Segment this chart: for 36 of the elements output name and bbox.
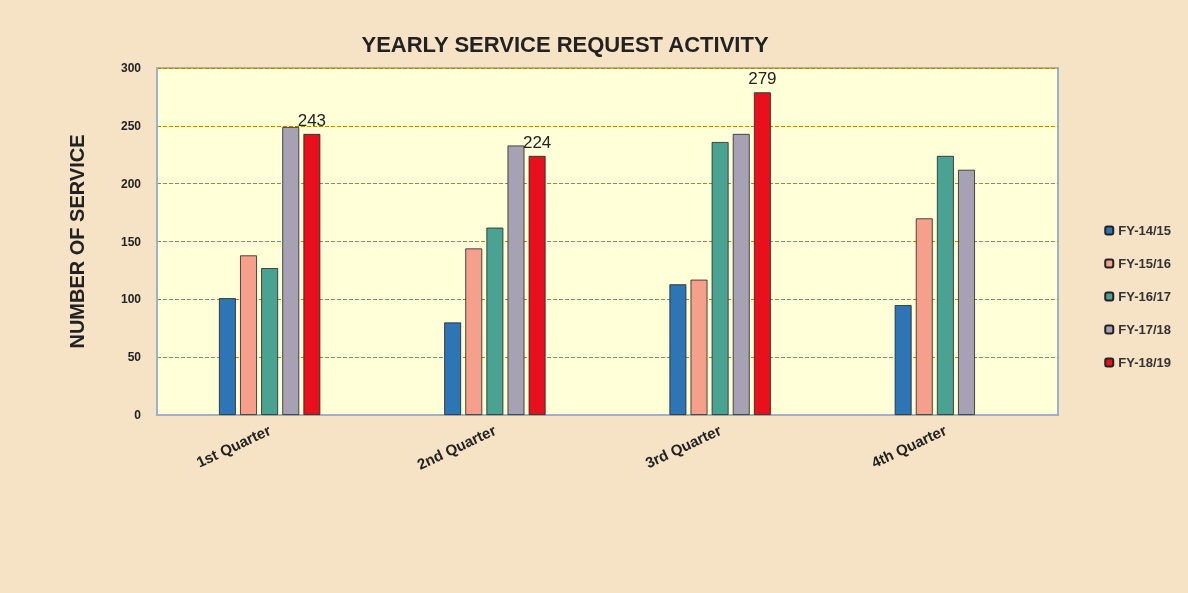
bar — [690, 279, 708, 415]
legend-label: FY-15/16 — [1118, 256, 1172, 271]
y-axis-title: NUMBER OF SERVICE — [66, 134, 88, 349]
bar — [894, 305, 912, 415]
bar — [486, 227, 504, 415]
bar — [261, 268, 279, 415]
legend-label: FY-17/18 — [1118, 322, 1172, 337]
y-tick-label: 0 — [134, 408, 142, 422]
bar — [753, 92, 771, 415]
y-tick-label: 100 — [120, 292, 142, 307]
y-tick-label: 300 — [120, 61, 142, 75]
bar — [958, 169, 975, 415]
chart-title: YEARLY SERVICE REQUEST ACTIVITY — [361, 31, 769, 57]
bar — [465, 248, 483, 415]
legend-label: FY-14/15 — [1118, 223, 1172, 238]
y-tick-label: 150 — [120, 234, 142, 249]
legend-label: FY-16/17 — [1118, 289, 1172, 304]
bar — [669, 284, 687, 415]
bar — [444, 322, 462, 415]
bar — [936, 155, 954, 415]
bar — [711, 142, 729, 415]
bar — [218, 298, 236, 415]
bar — [303, 133, 321, 415]
bar — [528, 155, 546, 415]
y-tick-label: 50 — [127, 350, 142, 365]
legend-label: FY-18/19 — [1118, 355, 1172, 370]
y-tick-label: 250 — [120, 118, 142, 133]
bar — [915, 218, 933, 415]
data-label: 279 — [748, 69, 777, 89]
data-label: 243 — [297, 110, 327, 130]
data-label: 224 — [522, 132, 552, 152]
y-tick-label: 200 — [120, 176, 142, 191]
bar — [732, 133, 750, 415]
bar — [240, 255, 257, 415]
bar — [507, 145, 525, 415]
bar — [282, 126, 300, 415]
